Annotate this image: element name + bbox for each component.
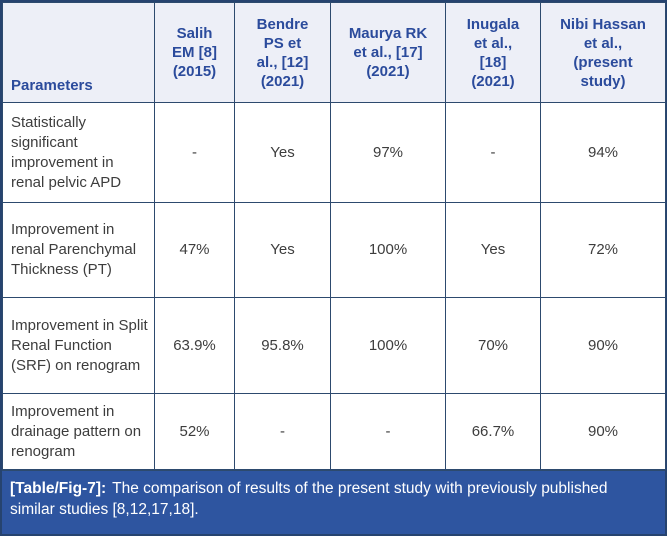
header-parameters: Parameters xyxy=(2,2,155,103)
cell-value: 95.8% xyxy=(234,297,331,394)
cell-value: Yes xyxy=(234,202,331,298)
row-parameter: Improvement in drainage pattern on renog… xyxy=(2,393,155,470)
header-col-maurya: Maurya RK et al., [17] (2021) xyxy=(330,2,446,103)
header-col-bendre: Bendre PS et al., [12] (2021) xyxy=(234,2,331,103)
header-col-salih: Salih EM [8] (2015) xyxy=(154,2,235,103)
row-parameter: Improvement in Split Renal Function (SRF… xyxy=(2,297,155,394)
cell-value: 52% xyxy=(154,393,235,470)
cell-value: - xyxy=(330,393,446,470)
caption-text: The comparison of results of the present… xyxy=(10,480,608,518)
comparison-table: Parameters Salih EM [8] (2015) Bendre PS… xyxy=(2,2,666,470)
cell-value: 66.7% xyxy=(445,393,541,470)
cell-value: 47% xyxy=(154,202,235,298)
header-row: Parameters Salih EM [8] (2015) Bendre PS… xyxy=(2,2,666,103)
header-col-nibi-hassan: Nibi Hassan et al., (present study) xyxy=(540,2,666,103)
cell-value: 100% xyxy=(330,297,446,394)
table-row: Statistically significant improvement in… xyxy=(2,102,666,203)
table-caption: [Table/Fig-7]: The comparison of results … xyxy=(2,470,665,534)
table-row: Improvement in drainage pattern on renog… xyxy=(2,393,666,470)
cell-value: - xyxy=(445,102,541,203)
table-row: Improvement in renal Parenchymal Thickne… xyxy=(2,202,666,298)
cell-value: Yes xyxy=(445,202,541,298)
cell-value: 100% xyxy=(330,202,446,298)
cell-value: 70% xyxy=(445,297,541,394)
row-parameter: Statistically significant improvement in… xyxy=(2,102,155,203)
cell-value: 90% xyxy=(540,297,666,394)
cell-value: 90% xyxy=(540,393,666,470)
cell-value: 72% xyxy=(540,202,666,298)
cell-value: 97% xyxy=(330,102,446,203)
cell-value: Yes xyxy=(234,102,331,203)
header-col-inugala: Inugala et al., [18] (2021) xyxy=(445,2,541,103)
row-parameter: Improvement in renal Parenchymal Thickne… xyxy=(2,202,155,298)
caption-label: [Table/Fig-7]: xyxy=(10,480,107,497)
table-row: Improvement in Split Renal Function (SRF… xyxy=(2,297,666,394)
cell-value: 94% xyxy=(540,102,666,203)
cell-value: 63.9% xyxy=(154,297,235,394)
cell-value: - xyxy=(154,102,235,203)
cell-value: - xyxy=(234,393,331,470)
